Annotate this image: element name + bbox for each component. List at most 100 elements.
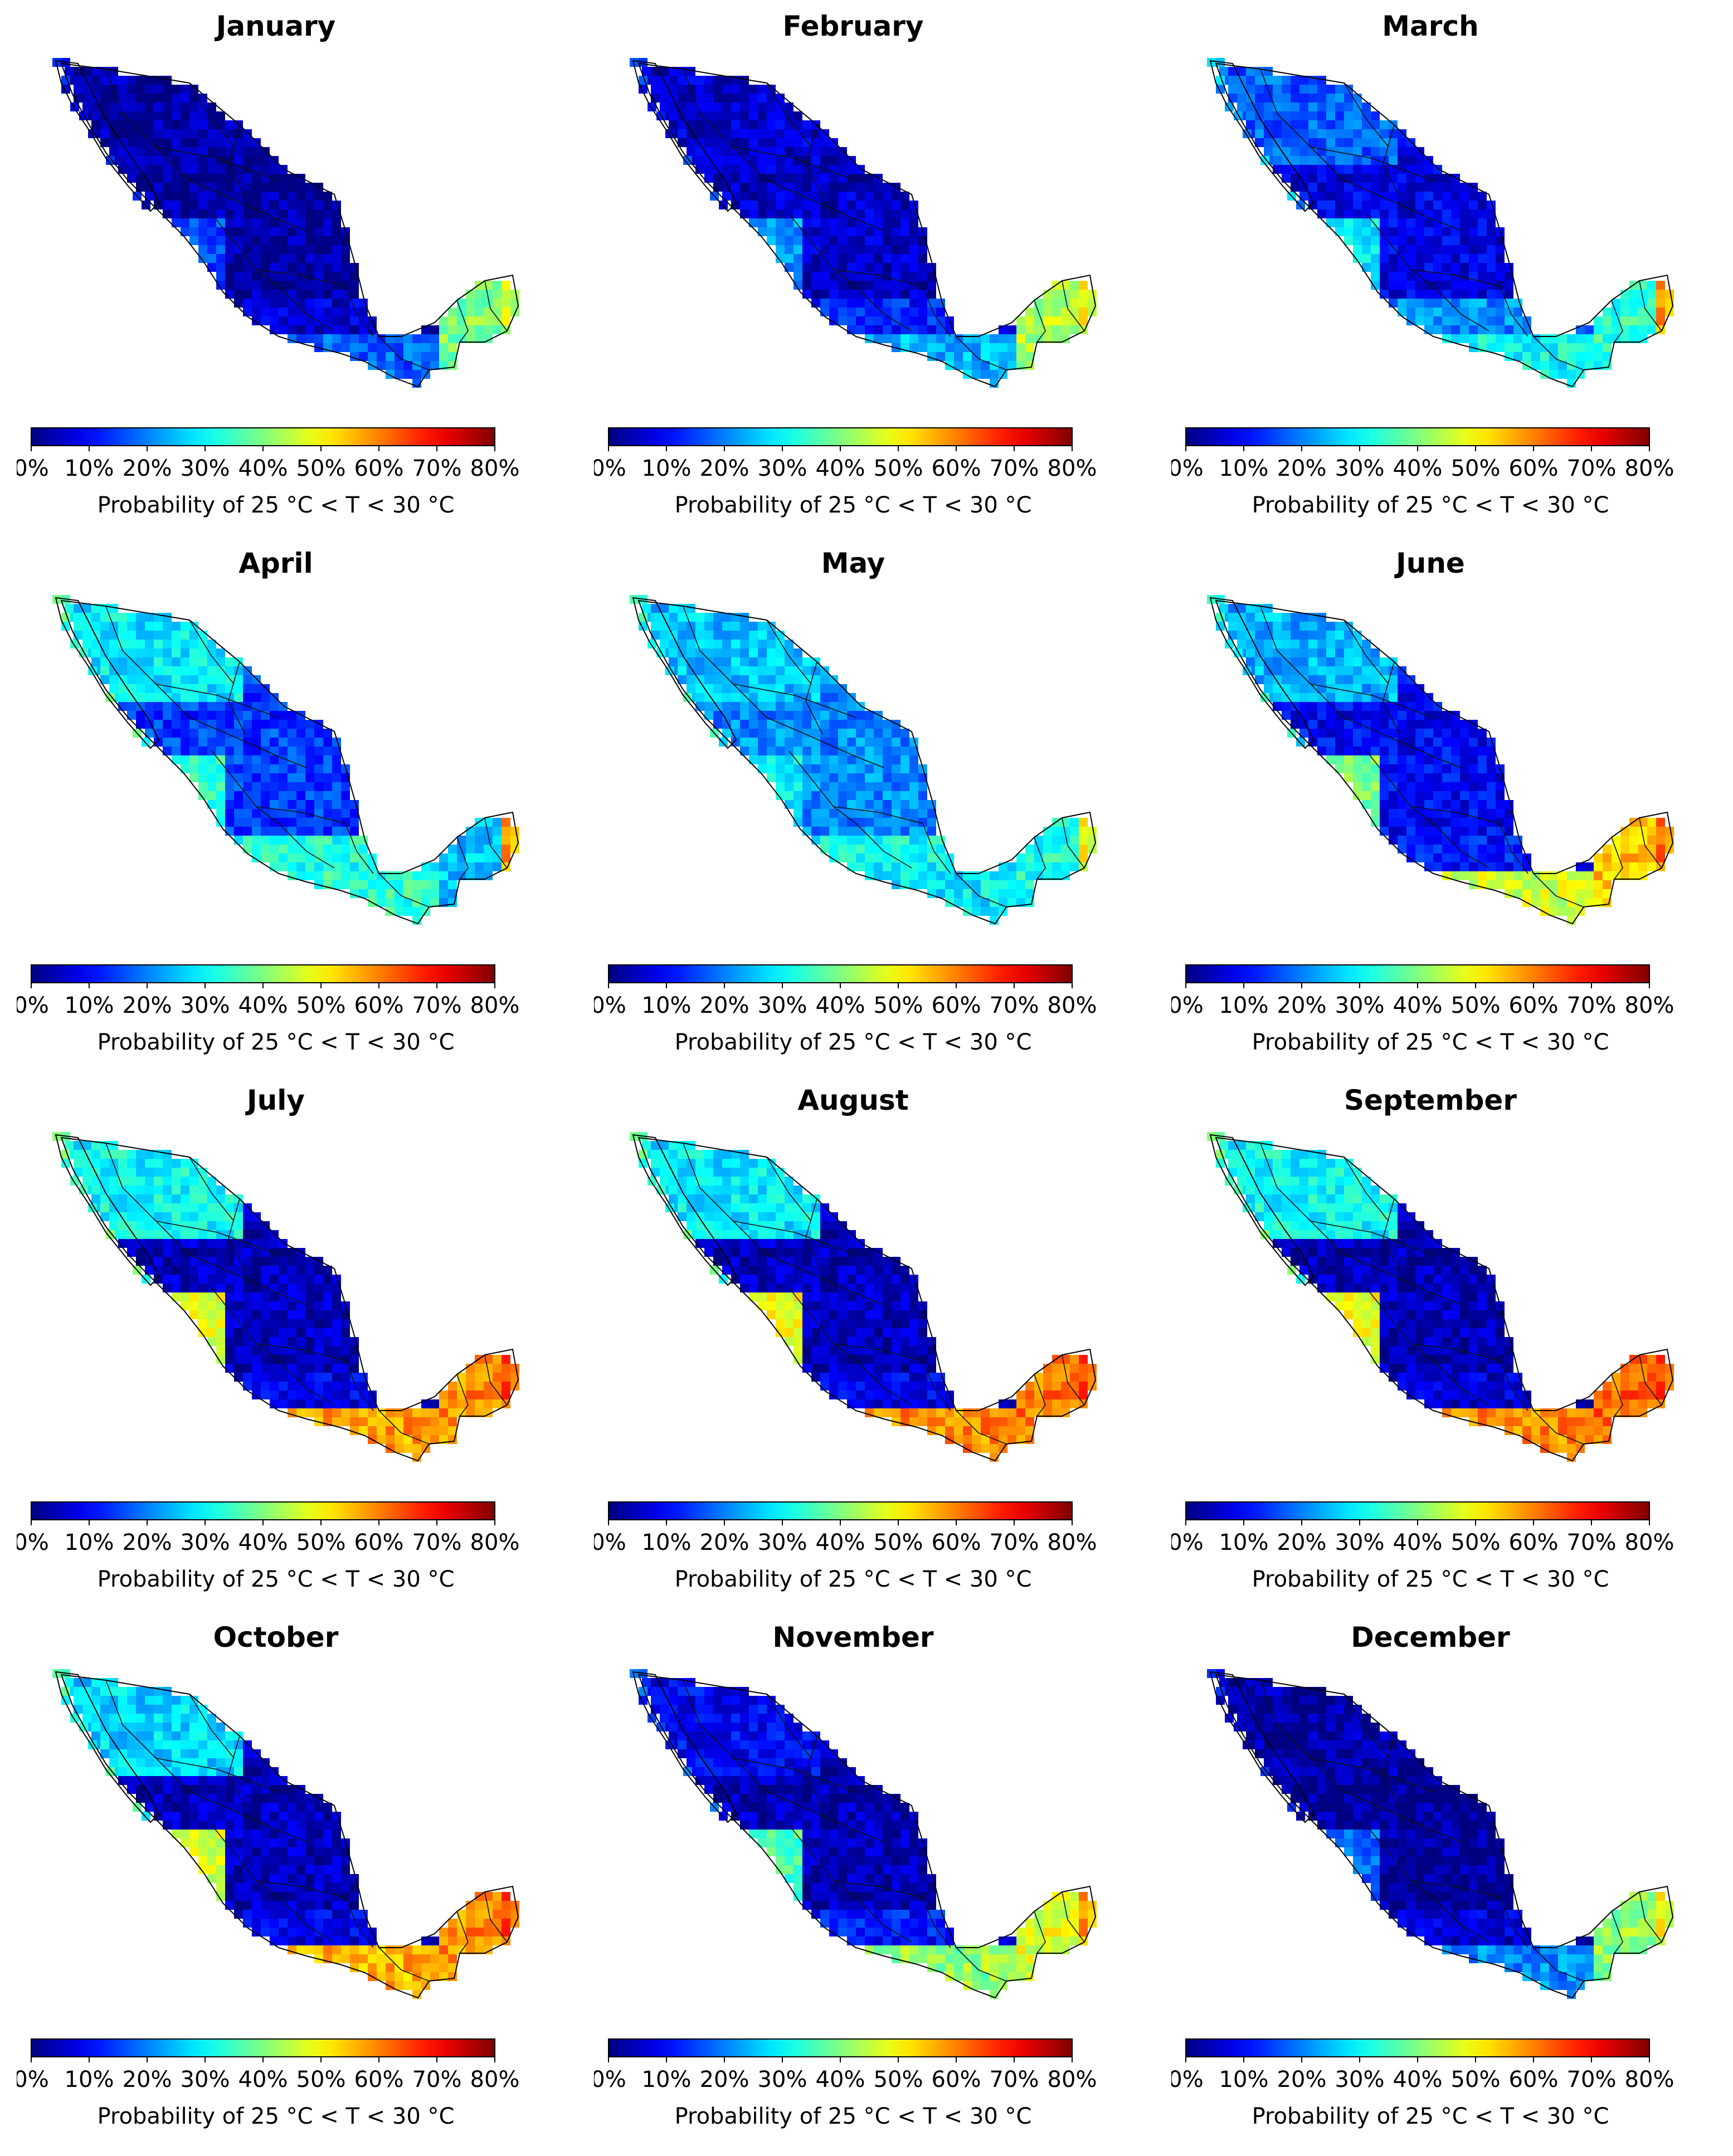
- grid-cell: [350, 334, 359, 343]
- grid-cell: [954, 352, 963, 361]
- probability-map: [622, 589, 1112, 935]
- grid-cell: [767, 1310, 776, 1319]
- grid-cell: [243, 684, 252, 693]
- grid-cell: [270, 1373, 279, 1382]
- grid-cell: [341, 853, 350, 862]
- grid-cell: [270, 201, 279, 209]
- grid-cell: [820, 720, 829, 729]
- grid-cell: [216, 755, 225, 764]
- grid-cell: [1228, 67, 1237, 76]
- grid-cell: [91, 120, 100, 129]
- grid-cell: [1362, 684, 1371, 693]
- grid-cell: [1406, 684, 1415, 693]
- grid-cell: [767, 1284, 776, 1292]
- grid-cell: [1469, 747, 1478, 755]
- grid-cell: [1603, 334, 1612, 343]
- grid-cell: [731, 1168, 740, 1177]
- grid-cell: [1513, 316, 1522, 325]
- grid-cell: [314, 853, 323, 862]
- grid-cell: [234, 1301, 243, 1310]
- grid-cell: [332, 791, 341, 800]
- grid-cell: [1549, 370, 1558, 379]
- grid-cell: [1647, 862, 1656, 871]
- grid-cell: [829, 1328, 838, 1337]
- grid-cell: [216, 1292, 225, 1301]
- grid-cell: [1478, 218, 1487, 227]
- grid-cell: [687, 111, 695, 120]
- grid-cell: [1380, 800, 1389, 809]
- grid-cell: [288, 1275, 296, 1284]
- grid-cell: [198, 1301, 207, 1310]
- grid-cell: [136, 103, 145, 111]
- grid-cell: [1424, 827, 1433, 836]
- grid-cell: [811, 227, 820, 236]
- grid-cell: [820, 263, 829, 272]
- grid-cell: [820, 845, 829, 853]
- grid-cell: [1469, 862, 1478, 871]
- grid-cell: [749, 138, 758, 147]
- grid-cell: [261, 693, 270, 702]
- grid-cell: [1496, 316, 1505, 325]
- grid-cell: [430, 1399, 439, 1408]
- grid-cell: [1505, 871, 1513, 880]
- grid-cell: [892, 755, 900, 764]
- grid-cell: [1052, 325, 1061, 334]
- grid-cell: [279, 165, 288, 174]
- grid-cell: [865, 201, 874, 209]
- grid-cell: [296, 773, 305, 782]
- grid-cell: [127, 613, 136, 622]
- grid-cell: [1469, 791, 1478, 800]
- grid-cell: [1389, 192, 1398, 201]
- grid-cell: [154, 1203, 163, 1212]
- grid-cell: [109, 103, 118, 111]
- grid-cell: [1442, 782, 1451, 791]
- grid-cell: [785, 1328, 794, 1337]
- grid-cell: [811, 747, 820, 755]
- grid-cell: [1505, 343, 1513, 352]
- grid-cell: [430, 1426, 439, 1435]
- grid-cell: [1656, 818, 1665, 827]
- grid-cell: [1406, 174, 1415, 183]
- grid-cell: [900, 836, 909, 845]
- grid-cell: [767, 1194, 776, 1203]
- grid-cell: [651, 604, 660, 613]
- grid-cell: [207, 147, 216, 156]
- grid-cell: [189, 640, 198, 648]
- grid-cell: [999, 880, 1007, 889]
- grid-cell: [1424, 156, 1433, 165]
- grid-cell: [314, 1382, 323, 1391]
- grid-cell: [865, 729, 874, 738]
- grid-cell: [270, 299, 279, 308]
- grid-cell: [669, 657, 678, 666]
- grid-cell: [243, 755, 252, 764]
- grid-cell: [475, 836, 484, 845]
- grid-cell: [198, 675, 207, 684]
- grid-cell: [883, 773, 892, 782]
- grid-cell: [279, 747, 288, 755]
- grid-cell: [74, 613, 82, 622]
- grid-cell: [1406, 147, 1415, 156]
- grid-cell: [172, 1194, 181, 1203]
- grid-cell: [484, 325, 493, 334]
- grid-cell: [847, 325, 856, 334]
- grid-cell: [1558, 889, 1567, 898]
- grid-cell: [1317, 622, 1326, 631]
- grid-cell: [1665, 308, 1674, 316]
- grid-cell: [234, 245, 243, 254]
- grid-cell: [296, 1292, 305, 1301]
- grid-cell: [883, 871, 892, 880]
- grid-cell: [288, 1399, 296, 1408]
- grid-cell: [794, 1310, 802, 1319]
- grid-cell: [811, 684, 820, 693]
- grid-cell: [669, 76, 678, 85]
- grid-cell: [1629, 845, 1638, 853]
- grid-cell: [332, 871, 341, 880]
- grid-cell: [448, 845, 457, 853]
- grid-cell: [847, 827, 856, 836]
- grid-cell: [802, 1194, 811, 1203]
- grid-cell: [314, 227, 323, 236]
- grid-cell: [189, 773, 198, 782]
- grid-cell: [1299, 120, 1308, 129]
- grid-cell: [172, 720, 181, 729]
